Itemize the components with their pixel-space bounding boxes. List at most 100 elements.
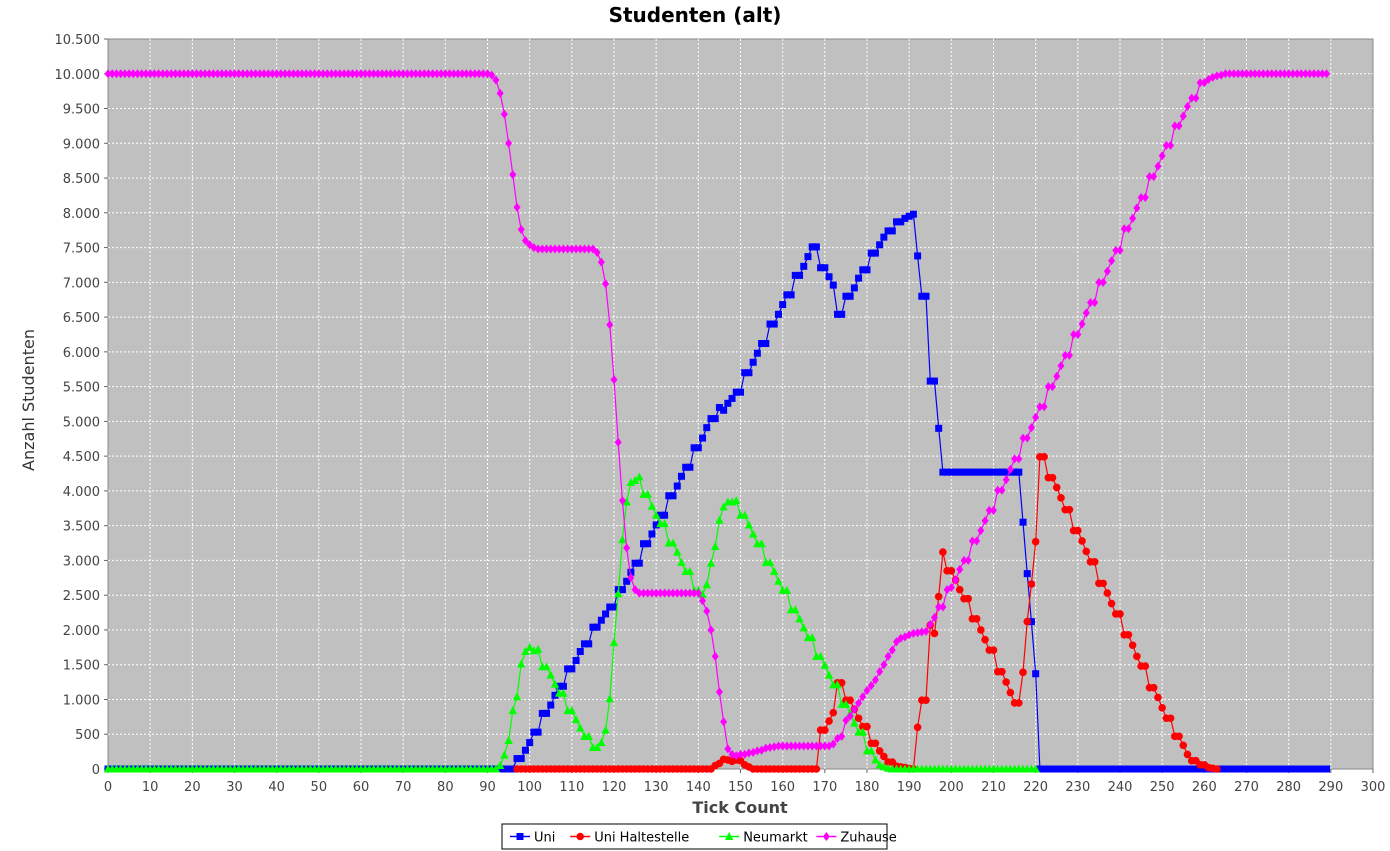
data-point	[176, 69, 184, 79]
data-point	[479, 69, 487, 79]
data-point	[504, 735, 513, 744]
data-point	[732, 496, 741, 505]
data-point	[859, 266, 867, 274]
data-point	[1120, 224, 1128, 234]
data-point	[934, 592, 943, 601]
data-point	[1103, 589, 1112, 597]
data-point	[635, 472, 644, 481]
data-point	[838, 731, 846, 741]
data-point	[1082, 765, 1090, 773]
y-tick-label: 9.000	[63, 137, 100, 152]
data-point	[888, 227, 896, 235]
data-point	[1006, 688, 1015, 697]
data-point	[765, 558, 775, 567]
data-point	[555, 244, 563, 254]
data-point	[1078, 537, 1086, 545]
x-tick-label: 30	[226, 780, 243, 795]
data-point	[1310, 765, 1318, 773]
data-point	[994, 468, 1002, 476]
data-point	[1280, 69, 1288, 79]
data-point	[690, 588, 698, 598]
data-point	[668, 538, 678, 547]
data-point	[538, 709, 546, 717]
data-point	[193, 69, 201, 79]
data-point	[1141, 765, 1149, 773]
data-point	[699, 596, 707, 606]
data-point	[298, 69, 306, 79]
data-point	[770, 567, 779, 576]
data-point	[256, 69, 264, 79]
data-point	[424, 69, 432, 79]
data-point	[1095, 277, 1103, 287]
data-point	[694, 588, 702, 598]
data-point	[1179, 765, 1187, 773]
data-point	[534, 244, 542, 254]
data-point	[888, 645, 896, 655]
data-point	[985, 505, 993, 515]
data-point	[719, 502, 728, 511]
data-point	[1032, 412, 1040, 422]
data-point	[1289, 765, 1297, 773]
data-point	[1247, 69, 1255, 79]
data-point	[787, 741, 795, 751]
y-tick-label: 1.000	[63, 693, 100, 708]
data-point	[998, 667, 1006, 676]
data-point	[1297, 69, 1305, 79]
data-point	[505, 138, 513, 148]
data-point	[990, 468, 997, 476]
data-point	[597, 616, 605, 624]
data-point	[1065, 505, 1074, 514]
data-point	[622, 497, 631, 506]
data-point	[513, 202, 521, 212]
data-point	[842, 715, 850, 725]
data-point	[807, 633, 817, 642]
data-point	[939, 548, 947, 556]
data-point	[1167, 765, 1175, 773]
x-tick-label: 230	[1065, 780, 1090, 795]
data-point	[517, 755, 525, 763]
data-point	[703, 606, 711, 616]
data-point	[163, 69, 171, 79]
data-point	[669, 588, 677, 598]
data-point	[1048, 473, 1057, 482]
data-point	[454, 69, 462, 79]
data-point	[559, 682, 567, 690]
data-point	[812, 243, 820, 251]
data-point	[661, 511, 669, 519]
data-point	[939, 602, 947, 612]
data-point	[791, 605, 800, 614]
data-point	[462, 69, 470, 79]
data-point	[977, 468, 985, 476]
data-point	[1146, 765, 1154, 773]
data-point	[121, 69, 129, 79]
data-point	[1149, 683, 1158, 692]
data-point	[374, 69, 382, 79]
data-point	[387, 69, 395, 79]
data-point	[800, 262, 808, 270]
x-tick-label: 200	[939, 780, 964, 795]
data-point	[677, 558, 686, 567]
data-point	[880, 752, 888, 761]
y-tick-label: 0	[92, 763, 100, 778]
data-point	[1086, 297, 1094, 307]
data-point	[437, 69, 445, 79]
data-point	[880, 660, 888, 670]
data-point	[205, 69, 213, 79]
data-point	[930, 377, 938, 385]
data-point	[669, 492, 677, 500]
data-point	[138, 69, 146, 79]
data-point	[990, 505, 997, 515]
data-point	[593, 623, 601, 631]
data-point	[1011, 454, 1019, 464]
data-point	[1280, 765, 1288, 773]
data-point	[542, 662, 551, 671]
x-tick-label: 260	[1192, 780, 1217, 795]
x-tick-label: 300	[1361, 780, 1386, 795]
data-point	[1065, 350, 1073, 360]
data-point	[753, 746, 761, 756]
data-point	[1238, 765, 1246, 773]
data-point	[580, 244, 588, 254]
data-point	[711, 415, 719, 423]
y-tick-label: 8.000	[63, 207, 100, 222]
data-point	[1090, 558, 1099, 566]
